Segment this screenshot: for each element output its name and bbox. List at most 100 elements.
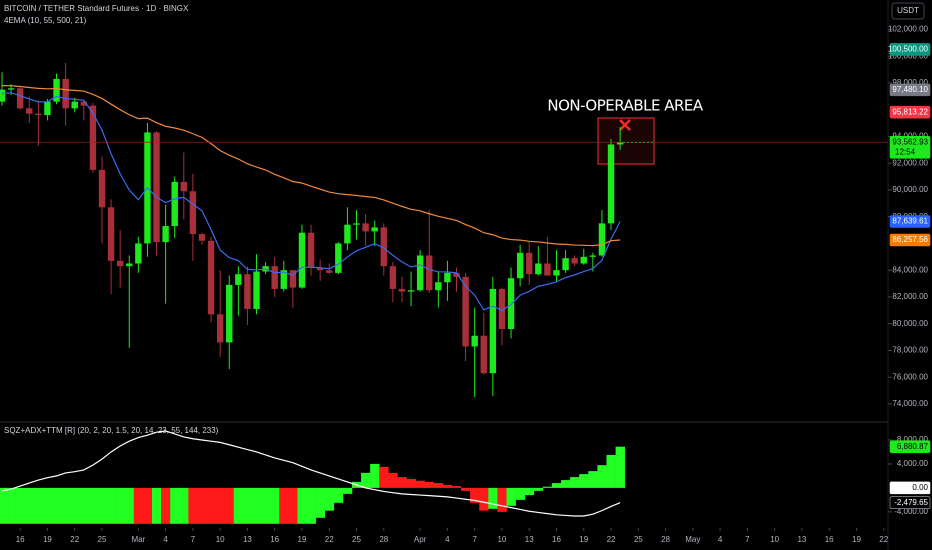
x-tick-label: 22 — [607, 535, 616, 544]
x-tick-label: 4 — [163, 535, 168, 544]
histogram-bar — [306, 487, 316, 524]
histogram-bar — [70, 487, 80, 524]
candle-body — [571, 258, 578, 264]
line — [1, 430, 621, 517]
histogram-bar — [370, 463, 380, 488]
histogram-bar — [588, 471, 598, 488]
histogram-bar — [615, 446, 625, 488]
candle-body — [89, 105, 97, 170]
candle-body — [153, 132, 160, 243]
x-tick-label: 16 — [825, 535, 834, 544]
candle-body — [498, 288, 506, 330]
histogram-bar — [224, 487, 235, 524]
candle-body — [480, 335, 487, 374]
histogram-bar — [151, 487, 162, 524]
line — [1, 84, 621, 247]
x-tick-label: 10 — [770, 535, 779, 544]
histogram-bar — [479, 487, 489, 511]
histogram-bar — [397, 477, 407, 488]
histogram-bar — [488, 487, 498, 509]
histogram-bar — [79, 487, 89, 524]
y-tick-label: 90,000.00 — [892, 185, 928, 194]
price-badge-label: 6,880.87 — [897, 442, 929, 451]
line — [1, 92, 621, 312]
price-badge — [889, 83, 931, 97]
candle-body — [453, 272, 460, 277]
histogram-bar — [324, 487, 335, 511]
candle-body — [371, 227, 378, 232]
currency-label[interactable]: USDT — [897, 6, 919, 15]
candle-body — [389, 266, 397, 289]
histogram-bar — [270, 487, 280, 524]
candle-body — [235, 274, 242, 285]
candle-body — [289, 270, 297, 288]
x-tick-label: 19 — [852, 535, 861, 544]
candle-body — [71, 101, 78, 109]
candle-body — [135, 243, 142, 264]
x-tick-label: 13 — [797, 535, 806, 544]
x-tick-label: 28 — [661, 535, 670, 544]
candle-body — [7, 88, 15, 90]
x-tick-label: 28 — [379, 535, 388, 544]
histogram-bar — [97, 487, 107, 524]
candle-body — [398, 288, 406, 292]
x-tick-label: 10 — [497, 535, 506, 544]
candle-body — [426, 255, 433, 291]
histogram-bar — [206, 487, 216, 524]
histogram-bar — [106, 487, 116, 524]
candle-body — [107, 207, 115, 261]
candle-body — [335, 243, 342, 273]
candle-body — [226, 284, 233, 343]
x-tick-label: 7 — [472, 535, 477, 544]
histogram-bar — [315, 487, 325, 518]
candle-body — [307, 232, 315, 268]
countdown: 12:54 — [895, 147, 916, 156]
histogram-bar — [179, 487, 189, 524]
candle-body — [180, 181, 187, 192]
x-tick-label: 19 — [579, 535, 588, 544]
histogram-bar — [15, 487, 26, 524]
x-tick-label: 22 — [325, 535, 334, 544]
y-tick-label: 76,000.00 — [892, 372, 928, 381]
candle-body — [407, 290, 415, 292]
x-tick-label: 4 — [445, 535, 450, 544]
price-badge — [889, 105, 931, 119]
x-tick-label: 16 — [270, 535, 279, 544]
y-tick-label: 74,000.00 — [892, 399, 928, 408]
candle-body — [553, 270, 560, 276]
histogram-bar — [133, 487, 144, 524]
histogram-bar — [542, 486, 553, 488]
indicator-title: SQZ+ADX+TTM [R] (20, 2, 20, 1.5, 20, 14,… — [4, 426, 219, 435]
candle-body — [507, 278, 515, 330]
candle-body — [44, 101, 51, 116]
histogram-bar — [342, 487, 353, 494]
price-badge — [889, 481, 931, 495]
price-badge — [889, 43, 931, 56]
annotation-cross — [619, 119, 631, 131]
x-tick-label: Apr — [414, 535, 427, 544]
candle-body — [162, 226, 169, 243]
histogram-bar — [579, 474, 589, 488]
histogram-bar — [561, 480, 571, 488]
y-tick-label: 80,000.00 — [892, 319, 928, 328]
candle-body — [216, 314, 224, 343]
x-tick-label: 7 — [191, 535, 196, 544]
y-tick-label: 82,000.00 — [892, 292, 928, 301]
x-tick-label: 22 — [879, 535, 888, 544]
x-tick-label: May — [685, 535, 700, 544]
histogram-bar — [515, 487, 525, 500]
histogram-bar — [161, 487, 171, 524]
candle-body — [526, 252, 533, 275]
histogram-bar — [233, 487, 244, 524]
histogram-bar — [288, 487, 298, 524]
x-tick-label: 19 — [43, 535, 52, 544]
candle-body — [98, 169, 106, 208]
x-tick-label: 16 — [552, 535, 561, 544]
x-tick-label: 19 — [298, 535, 307, 544]
currency-button[interactable] — [891, 2, 925, 20]
x-tick-label: 16 — [16, 535, 25, 544]
y-tick-label: 102,000.00 — [888, 25, 929, 34]
candle-body — [280, 270, 287, 289]
price-badge — [889, 135, 931, 159]
